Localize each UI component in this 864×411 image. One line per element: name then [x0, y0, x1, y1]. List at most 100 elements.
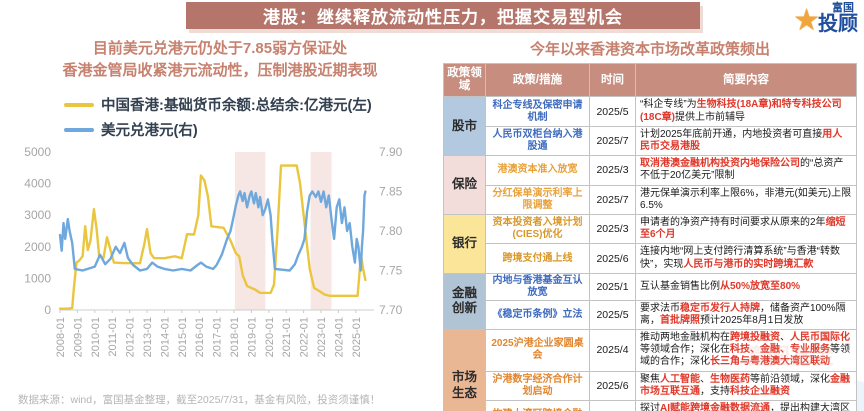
left-axis-tick: 1000 — [24, 271, 51, 285]
policy-area-cell: 股市 — [443, 96, 486, 157]
left-axis-tick: 3000 — [24, 208, 51, 222]
summary-highlight-text: 生物科技(18A章)和特专科技公司(18C章) — [640, 99, 842, 123]
right-headline: 今年以来香港资本市场改革政策频出 — [529, 41, 770, 58]
table-row: 市场生态 2025沪港企业家圆桌会 2025/4 推动两地金融机构在跨境投融资、人民币… — [443, 329, 857, 411]
x-axis-tick: 2025-01 — [351, 317, 363, 357]
slide-title-bar: 港股：继续释放流动性压力，把握交易型机会 — [186, 2, 700, 29]
summary-cell: 取消港澳金融机构投资内地保险公司的“总资产不低于20亿美元”限制 — [635, 155, 857, 186]
policy-measure-cell: 资本投资者入境计划(CIES)优化 — [485, 213, 590, 245]
summary-highlight-text: 科技企业融资 — [730, 385, 790, 397]
legend-item-base-money: 中国香港:基础货币余额:总结余:亿港元(左) — [64, 92, 372, 117]
left-headline-line1: 目前美元兑港元仍处于7.85弱方保证处 — [92, 40, 348, 57]
table-row: 《稳定币条例》立法 2025/5 要求法币稳定币发行人持牌，储备资产100%隔离，首… — [444, 299, 857, 331]
summary-text: 的“总资产不低于20亿美元”限制 — [640, 158, 844, 182]
series-line-usdhkd — [58, 190, 367, 272]
summary-cell: 聚焦人工智能、生物医药等前沿领域，深化金融市场互联互通，支持科技企业融资 — [635, 370, 857, 402]
x-axis-tick: 2008-01 — [55, 317, 67, 357]
summary-cell: “科企专线”为生物科技(18A章)和特专科技公司(18C章)提供上市前辅导 — [635, 96, 857, 127]
summary-text: ，提出构建大湾区跨境金融数据池，强调香港与内地 — [770, 403, 850, 411]
policy-table: 政策领域 政策/措施 时间 简要内容 股市 科企专线及保密申请机制 2025/5 “科… — [443, 62, 857, 411]
summary-cell: 探讨AI赋能跨境金融数据流通，提出构建大湾区跨境金融数据池，强调香港与内地金融基… — [635, 400, 857, 411]
data-source-footnote: 数据来源：wind，富国基金整理，截至2025/7/31，基金有风险，投资须谨慎… — [18, 394, 381, 406]
summary-highlight-text: 缩短至6个月 — [640, 216, 846, 241]
summary-text: 申请者的净资产持有时间要求从原来的2年 — [640, 216, 826, 228]
summary-highlight-text: 长三角与粤港澳大湾区联动 — [710, 356, 830, 368]
legend-swatch-yellow — [64, 102, 94, 107]
summary-highlight-text: 用人民币交易港股 — [640, 128, 843, 152]
x-axis-tick: 2022-01 — [299, 317, 311, 357]
left-headline-line2: 香港金管局收紧港元流动性，压制港股近期表现 — [62, 62, 378, 79]
header-policy-measure: 政策/措施 — [485, 62, 590, 98]
policy-measure-cell: 科企专线及保密申请机制 — [485, 96, 590, 127]
table-row: 股市 科企专线及保密申请机制 2025/5 “科企专线”为生物科技(18A章)和特专科… — [443, 96, 857, 157]
x-axis-tick: 2020-01 — [264, 317, 276, 357]
summary-text: 计划2025年底前开通，内地投资者可直接 — [640, 128, 823, 140]
summary-text: 、 — [780, 332, 790, 344]
header-summary: 简要内容 — [635, 62, 857, 98]
x-axis-tick: 2016-01 — [194, 317, 206, 357]
table-row: 构建大湾区跨境金融数据池2025/6探讨AI赋能跨境金融数据流通，提出构建大湾区… — [444, 400, 857, 411]
series-line-base-money — [58, 164, 367, 310]
table-row: 分红保单演示利率上限调整 2025/7 港元保单演示利率上限6%，非港元(如美元)上… — [444, 184, 857, 215]
summary-highlight-text: 稳定币发行人持牌 — [680, 302, 760, 314]
slide-title: 港股：继续释放流动性压力，把握交易型机会 — [263, 8, 623, 27]
table-row: 金融创新 内地与香港基金互认放宽 2025/1 互认基金销售比例从50%放宽至80% — [443, 272, 857, 331]
summary-highlight-text: 科技、金融、专业服务 — [730, 344, 830, 356]
header-time: 时间 — [589, 62, 636, 98]
x-axis-tick: 2011-01 — [107, 317, 119, 357]
logo-large-text: 投顾 — [818, 13, 858, 35]
header-policy-area: 政策领域 — [443, 62, 486, 98]
summary-text: ，储备资产100%隔离， — [640, 302, 846, 326]
table-header-row: 政策领域 政策/措施 时间 简要内容 — [443, 62, 857, 98]
summary-cell: 申请者的净资产持有时间要求从原来的2年缩短至6个月 — [635, 213, 857, 245]
summary-text: “科企专线”为 — [640, 99, 697, 111]
summary-highlight-text: 跨境投融资 — [730, 332, 780, 344]
x-axis-tick: 2009-01 — [72, 317, 84, 357]
time-cell: 2025/3 — [589, 155, 636, 186]
star-icon: ★ — [793, 4, 820, 37]
legend-label-base-money: 中国香港:基础货币余额:总结余:亿港元(左) — [101, 98, 372, 114]
left-axis-tick: 4000 — [24, 177, 51, 191]
summary-text: 要求法币 — [640, 302, 680, 314]
x-axis-tick: 2019-01 — [246, 317, 258, 357]
table-row: 沪港数字经济合作计划启动 2025/6 聚焦人工智能、生物医药等前沿领域，深化金融市… — [444, 370, 857, 402]
legend-swatch-blue — [64, 127, 94, 132]
summary-cell: 计划2025年底前开通，内地投资者可直接用人民币交易港股 — [635, 125, 857, 157]
policy-area-cell: 保险 — [443, 155, 486, 215]
summary-highlight-text: 首批牌照 — [660, 314, 700, 326]
time-cell: 2025/1 — [589, 272, 636, 301]
table-row: 银行 资本投资者入境计划(CIES)优化 2025/3 申请者的净资产持有时间要求从原… — [443, 213, 857, 274]
chart-svg: 5000 4000 3000 2000 1000 0 7.70 7.75 7.80 7.85 7.9… — [24, 145, 402, 357]
policy-measure-cell: 《稳定币条例》立法 — [485, 299, 590, 331]
summary-text: 探讨 — [640, 403, 660, 411]
policy-measure-cell: 港澳资本准入放宽 — [485, 155, 590, 186]
summary-text: 等领域的合作；深化 — [640, 344, 850, 368]
summary-text: 、 — [700, 373, 710, 385]
time-cell: 2025/4 — [589, 329, 636, 372]
logo-small-text: 富国 — [832, 2, 854, 14]
legend-item-usdhkd: 美元兑港元(右) — [64, 117, 372, 142]
summary-highlight-text: 人民币与港币的实时跨境汇款 — [683, 258, 814, 270]
policy-measure-cell: 分红保单演示利率上限调整 — [485, 184, 590, 215]
summary-cell: 推动两地金融机构在跨境投融资、人民币国际化等领域合作；深化在科技、金融、专业服务… — [635, 329, 857, 372]
summary-highlight-text: AI赋能跨境金融数据流通 — [660, 403, 770, 411]
summary-highlight-text: 金融市场互联互通 — [640, 373, 850, 397]
summary-cell: 连接内地“网上支付跨行清算系统”与香港“转数快”，实现人民币与港币的实时跨境汇款 — [635, 243, 857, 274]
policy-measure-cell: 构建大湾区跨境金融数据池 — [485, 400, 590, 411]
policy-measure-cell: 2025沪港企业家圆桌会 — [485, 329, 590, 372]
summary-text: 聚焦 — [640, 373, 660, 385]
table-row: 跨境支付通上线 2025/6 连接内地“网上支付跨行清算系统”与香港“转数快”，实现… — [444, 243, 857, 274]
x-axis-tick: 2017-01 — [212, 317, 224, 357]
time-cell: 2025/5 — [589, 96, 636, 127]
summary-highlight-text: 生物医药 — [710, 373, 750, 385]
summary-cell: 港元保单演示利率上限6%，非港元(如美元)上限6.5% — [635, 184, 857, 215]
left-axis-tick: 2000 — [24, 240, 51, 254]
policy-area-cell: 金融创新 — [443, 272, 486, 331]
x-axis-tick: 2012-01 — [125, 317, 137, 357]
legend-label-usdhkd: 美元兑港元(右) — [101, 123, 198, 139]
summary-highlight-text: 从50%放宽至80% — [720, 280, 801, 292]
time-cell: 2025/3 — [589, 213, 636, 245]
x-axis-tick: 2023-01 — [316, 317, 328, 357]
table-row: 人民币双柜台纳入港股通 2025/7 计划2025年底前开通，内地投资者可直接用人民… — [444, 125, 857, 157]
